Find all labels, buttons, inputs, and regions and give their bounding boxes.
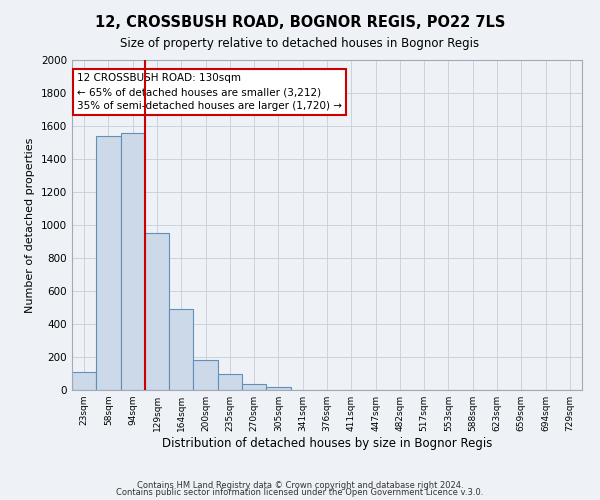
Y-axis label: Number of detached properties: Number of detached properties xyxy=(25,138,35,312)
Bar xyxy=(266,386,290,390)
X-axis label: Distribution of detached houses by size in Bognor Regis: Distribution of detached houses by size … xyxy=(162,437,492,450)
Bar xyxy=(145,233,169,390)
Bar xyxy=(169,309,193,390)
Text: Size of property relative to detached houses in Bognor Regis: Size of property relative to detached ho… xyxy=(121,38,479,51)
Bar xyxy=(96,136,121,390)
Text: Contains HM Land Registry data © Crown copyright and database right 2024.: Contains HM Land Registry data © Crown c… xyxy=(137,480,463,490)
Bar xyxy=(72,372,96,390)
Bar xyxy=(242,384,266,390)
Text: Contains public sector information licensed under the Open Government Licence v.: Contains public sector information licen… xyxy=(116,488,484,497)
Bar xyxy=(121,132,145,390)
Text: 12 CROSSBUSH ROAD: 130sqm
← 65% of detached houses are smaller (3,212)
35% of se: 12 CROSSBUSH ROAD: 130sqm ← 65% of detac… xyxy=(77,73,342,111)
Bar xyxy=(218,374,242,390)
Bar xyxy=(193,360,218,390)
Text: 12, CROSSBUSH ROAD, BOGNOR REGIS, PO22 7LS: 12, CROSSBUSH ROAD, BOGNOR REGIS, PO22 7… xyxy=(95,15,505,30)
